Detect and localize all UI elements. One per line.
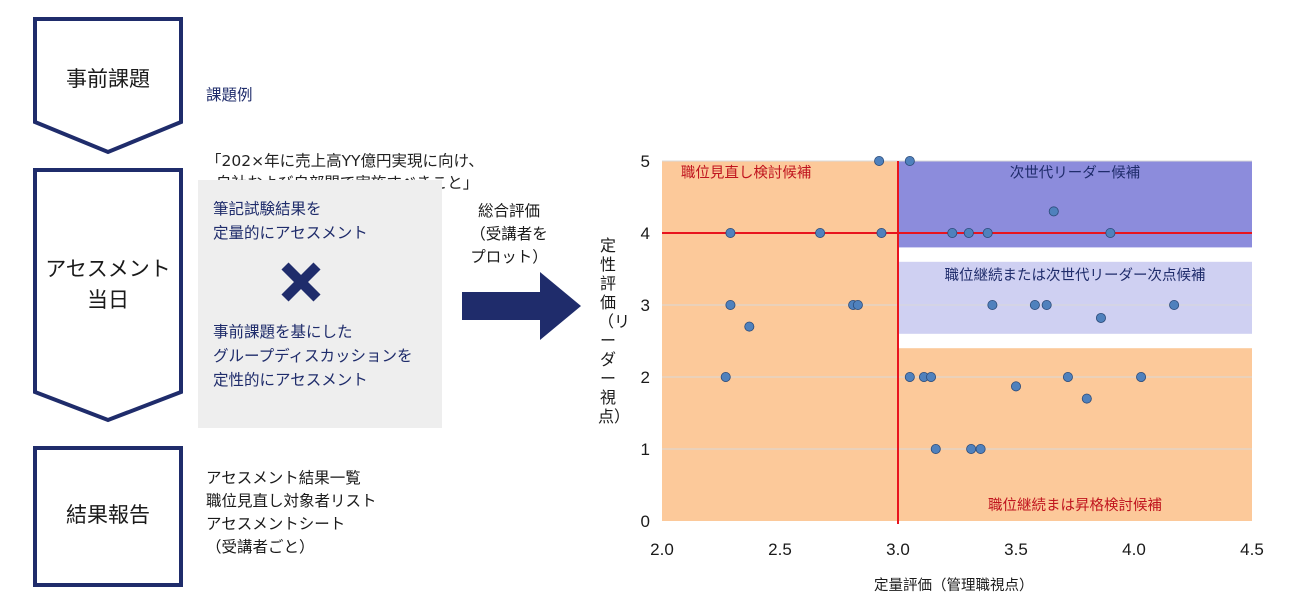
overall-evaluation-text: 総合評価 （受講者を プロット） bbox=[470, 202, 548, 266]
zone-position-review bbox=[662, 161, 898, 521]
assessment-panel bbox=[198, 180, 442, 428]
zone-position-review-label: 職位見直し検討候補 bbox=[681, 165, 812, 182]
data-point bbox=[930, 443, 941, 454]
zone-continue-or-runner-up-label: 職位継続または次世代リーダー次点候補 bbox=[945, 267, 1206, 284]
data-point bbox=[1136, 371, 1147, 382]
x-axis-label: 定量評価（管理職視点） bbox=[874, 578, 1034, 594]
data-point bbox=[725, 299, 736, 310]
step-3-shape bbox=[33, 446, 183, 587]
data-point bbox=[815, 227, 826, 238]
data-point bbox=[963, 227, 974, 238]
data-point bbox=[1105, 227, 1116, 238]
process-flow bbox=[33, 17, 581, 587]
report-items: アセスメント結果一覧 職位見直し対象者リスト アセスメントシート （受講者ごと） bbox=[206, 469, 377, 556]
data-point bbox=[1095, 312, 1106, 323]
data-point bbox=[874, 155, 885, 166]
data-point bbox=[876, 227, 887, 238]
data-point bbox=[1029, 299, 1040, 310]
data-point bbox=[904, 371, 915, 382]
qualitative-assessment-text: 事前課題を基にした グループディスカッションを 定性的にアセスメント bbox=[213, 323, 413, 389]
data-point bbox=[1041, 299, 1052, 310]
y-tick-label: 2 bbox=[641, 368, 650, 387]
data-point bbox=[1011, 381, 1022, 392]
data-point bbox=[987, 299, 998, 310]
data-point bbox=[744, 321, 755, 332]
step-label-result-report: 結果報告 bbox=[66, 503, 150, 527]
x-tick-label: 2.5 bbox=[768, 540, 792, 559]
quantitative-assessment-text: 筆記試験結果を 定量的にアセスメント bbox=[213, 200, 368, 242]
x-tick-label: 3.5 bbox=[1004, 540, 1028, 559]
y-tick-label: 0 bbox=[641, 512, 650, 531]
data-point bbox=[852, 299, 863, 310]
x-tick-label: 4.5 bbox=[1240, 540, 1264, 559]
data-point bbox=[975, 443, 986, 454]
data-point bbox=[1081, 393, 1092, 404]
data-point bbox=[982, 227, 993, 238]
step-label-pre-task: 事前課題 bbox=[66, 67, 150, 91]
zone-continue-or-runner-up bbox=[898, 261, 1252, 334]
zone-next-leader-label: 次世代リーダー候補 bbox=[1010, 165, 1141, 182]
y-axis-label: 定性評価（リーダー視点） bbox=[598, 236, 631, 426]
flow-arrow bbox=[462, 272, 581, 340]
data-point bbox=[725, 227, 736, 238]
step-1-shape bbox=[33, 17, 183, 155]
task-example-heading: 課題例 bbox=[206, 86, 253, 104]
x-tick-label: 3.0 bbox=[886, 540, 910, 559]
data-point bbox=[1048, 206, 1059, 217]
step-label-assessment-day: アセスメント 当日 bbox=[45, 257, 171, 312]
step-2-shape bbox=[33, 168, 183, 423]
zone-continue-or-promotion bbox=[898, 348, 1252, 521]
y-tick-label: 3 bbox=[641, 296, 650, 315]
data-point bbox=[966, 443, 977, 454]
zone-continue-or-promotion-label: 職位継続まは昇格検討候補 bbox=[988, 497, 1162, 514]
data-point bbox=[947, 227, 958, 238]
cross-icon bbox=[281, 262, 321, 302]
data-point bbox=[904, 155, 915, 166]
y-tick-label: 5 bbox=[641, 152, 650, 171]
x-tick-label: 2.0 bbox=[650, 540, 674, 559]
y-tick-label: 1 bbox=[641, 440, 650, 459]
data-point bbox=[1169, 299, 1180, 310]
y-tick-label: 4 bbox=[641, 224, 650, 243]
x-tick-label: 4.0 bbox=[1122, 540, 1146, 559]
data-point bbox=[720, 371, 731, 382]
data-point bbox=[926, 371, 937, 382]
data-point bbox=[1062, 371, 1073, 382]
